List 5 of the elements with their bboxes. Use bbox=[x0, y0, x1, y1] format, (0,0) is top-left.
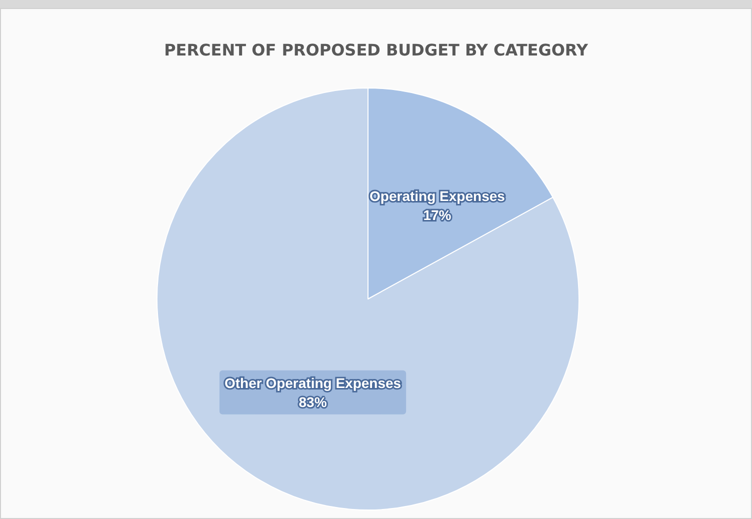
data-label: 83% bbox=[298, 394, 328, 410]
data-label: 17% bbox=[423, 207, 452, 224]
chart-title: PERCENT OF PROPOSED BUDGET BY CATEGORY bbox=[164, 40, 588, 60]
slice-label: Other Operating Expenses bbox=[224, 374, 402, 391]
slice-label: Operating Expenses bbox=[370, 188, 506, 204]
